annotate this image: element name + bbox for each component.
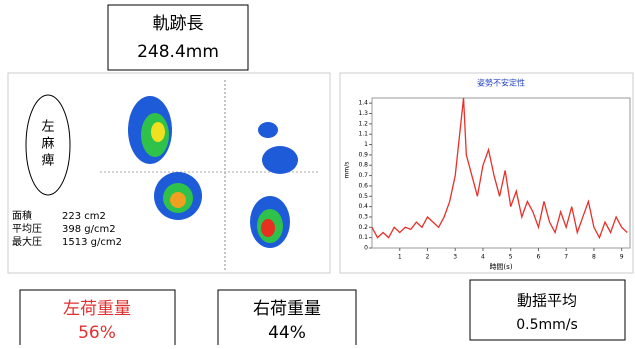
box-value: 44%	[268, 323, 306, 343]
x-tick-label: 1	[398, 254, 402, 261]
graph-title: 姿勢不安定性	[477, 78, 525, 88]
y-axis-label: mm/s	[344, 162, 351, 179]
y-tick-label: 0.8	[358, 162, 368, 169]
y-tick-label: 1.3	[358, 110, 368, 117]
box-label: 軌跡長	[153, 14, 204, 34]
x-tick-label: 6	[537, 254, 541, 261]
y-tick-label: 1.2	[358, 120, 368, 127]
stat-value: 398 g/cm2	[62, 224, 116, 235]
y-tick-label: 0.5	[358, 193, 368, 200]
note-text: 痺	[41, 153, 54, 169]
x-tick-label: 2	[426, 254, 430, 261]
stat-label: 平均圧	[12, 223, 42, 235]
y-tick-label: 0.7	[358, 172, 368, 179]
x-tick-label: 9	[620, 254, 624, 261]
y-tick-label: 0.6	[358, 182, 368, 189]
x-tick-label: 3	[453, 254, 457, 261]
screen: 左 麻 痺 面積 223 cm2 平均圧 398 g/cm2 最大圧 1513 g/cm2…	[0, 0, 635, 345]
box-label: 左荷重量	[63, 299, 131, 319]
x-tick-label: 4	[481, 254, 485, 261]
note-text: 麻	[41, 137, 54, 152]
stat-label: 最大圧	[12, 235, 42, 248]
x-tick-label: 7	[564, 254, 568, 261]
graph-panel	[340, 73, 633, 273]
x-axis-label: 時間(s)	[489, 263, 512, 271]
y-tick-label: 0.2	[358, 224, 368, 231]
y-tick-label: 1.4	[358, 100, 368, 107]
stat-label: 面積	[12, 209, 32, 222]
note-text: 左	[41, 120, 54, 135]
y-tick-label: 0.1	[358, 234, 368, 241]
y-tick-label: 1.1	[358, 131, 368, 138]
y-tick-label: 0.3	[358, 213, 368, 220]
x-tick-label: 5	[509, 254, 513, 261]
box-value: 56%	[78, 323, 116, 343]
box-value: 0.5mm/s	[516, 317, 578, 333]
x-tick-label: 8	[592, 254, 596, 261]
box-value: 248.4mm	[137, 42, 219, 62]
y-tick-label: 1	[364, 141, 368, 148]
y-tick-label: 0.4	[358, 203, 368, 210]
y-tick-label: 0	[364, 245, 368, 252]
y-tick-label: 0.9	[358, 151, 368, 158]
stat-value: 223 cm2	[62, 211, 106, 222]
box-label: 右荷重量	[253, 299, 321, 319]
box-label: 動揺平均	[517, 292, 577, 310]
stat-value: 1513 g/cm2	[62, 237, 122, 248]
